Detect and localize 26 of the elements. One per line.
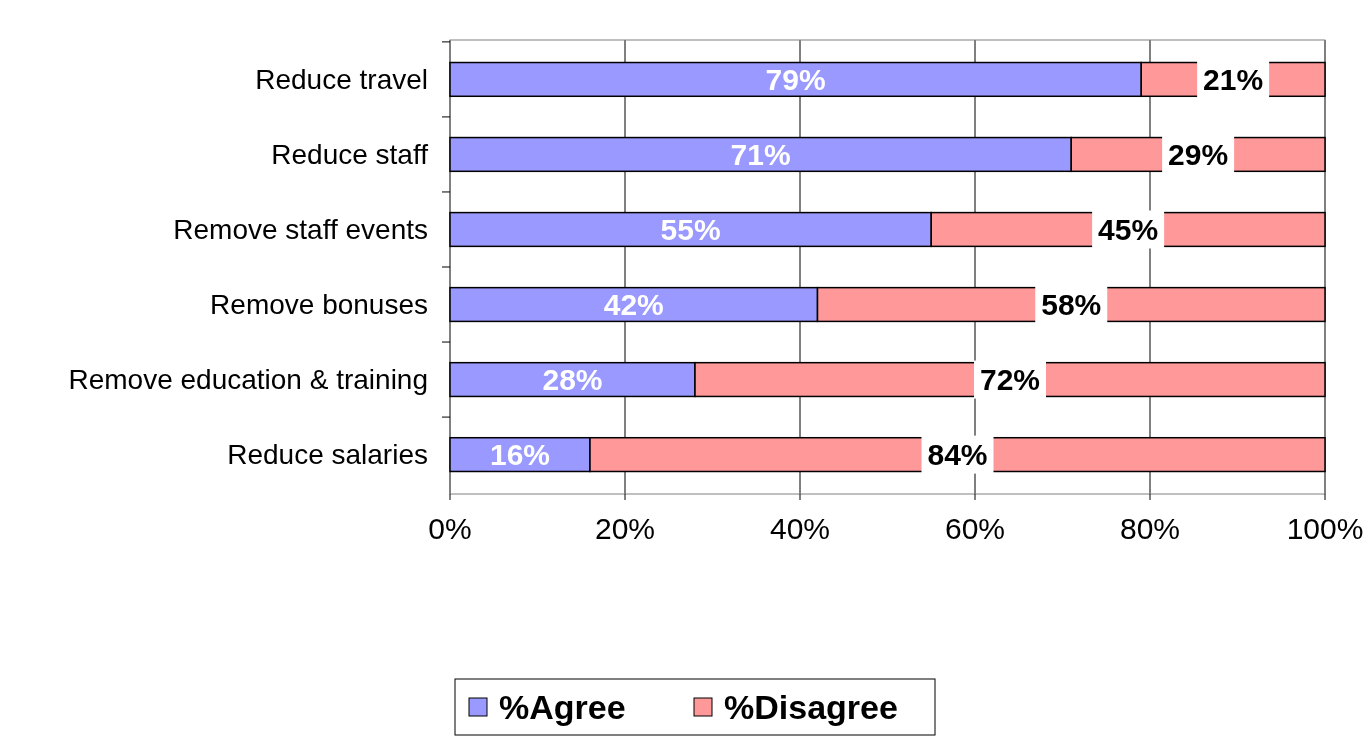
legend-label: %Agree bbox=[499, 688, 626, 727]
data-label: 55% bbox=[660, 213, 721, 247]
y-tick-label: Reduce travel bbox=[255, 64, 428, 96]
y-tick-label: Reduce salaries bbox=[227, 439, 428, 471]
data-label: 28% bbox=[542, 363, 603, 397]
data-label: 45% bbox=[1098, 213, 1159, 247]
x-tick-label: 20% bbox=[594, 512, 656, 545]
y-tick-label: Reduce staff bbox=[271, 139, 429, 171]
data-label: 21% bbox=[1203, 63, 1264, 97]
data-label: 42% bbox=[603, 288, 664, 322]
data-label: 58% bbox=[1041, 288, 1102, 322]
x-tick-label: 100% bbox=[1286, 512, 1364, 545]
data-label: 72% bbox=[979, 363, 1041, 397]
x-tick-label: 60% bbox=[944, 512, 1006, 545]
legend-label: %Disagree bbox=[724, 688, 898, 727]
y-tick-label: Remove bonuses bbox=[210, 289, 428, 321]
y-tick-label: Remove education & training bbox=[68, 364, 428, 396]
x-tick-label: 80% bbox=[1119, 512, 1181, 545]
data-label: 79% bbox=[765, 63, 826, 97]
y-tick-label: Remove staff events bbox=[173, 214, 428, 246]
data-label: 29% bbox=[1168, 138, 1229, 172]
data-label: 16% bbox=[489, 438, 551, 472]
data-label: 84% bbox=[927, 438, 988, 472]
x-tick-label: 40% bbox=[769, 512, 831, 545]
x-tick-label: 0% bbox=[428, 512, 472, 545]
data-label: 71% bbox=[730, 138, 791, 172]
